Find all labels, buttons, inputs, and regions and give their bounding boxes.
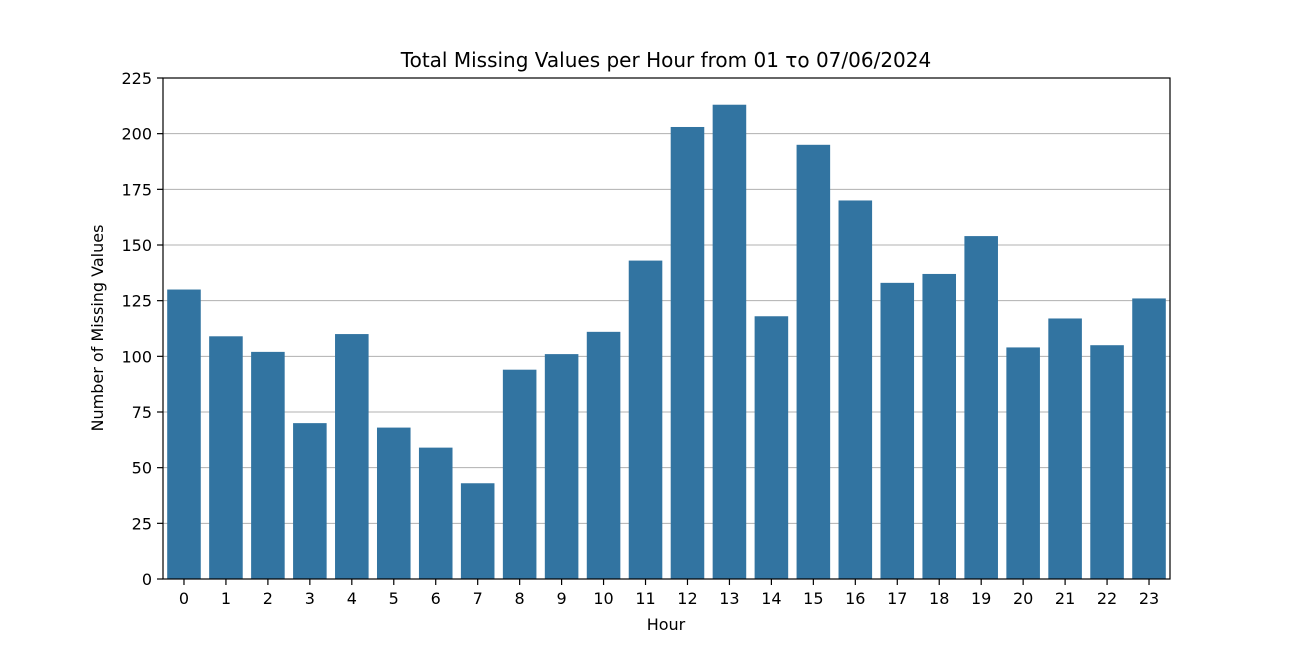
x-tick-label: 10	[593, 589, 613, 608]
x-tick-label: 15	[803, 589, 823, 608]
bar-hour-2	[251, 351, 285, 579]
x-tick-label: 21	[1055, 589, 1075, 608]
x-tick-label: 18	[929, 589, 949, 608]
bar-hour-23	[1132, 298, 1166, 579]
bar-hour-8	[502, 369, 537, 579]
x-tick-label: 7	[473, 589, 483, 608]
bar-hour-9	[544, 354, 579, 579]
y-tick-label: 0	[142, 570, 152, 589]
bar-hour-14	[754, 316, 789, 579]
x-tick-label: 9	[557, 589, 567, 608]
x-axis: 0 1 2 3 4 5 6 7 8 9 10 11 12 13 14 15 16 17 18 19 20 21 22 23	[179, 579, 1159, 608]
y-tick-label: 175	[121, 180, 152, 199]
x-tick-label: 0	[179, 589, 189, 608]
y-axis-label: Number of Missing Values	[88, 225, 107, 432]
x-tick-label: 13	[719, 589, 739, 608]
y-tick-label: 225	[121, 69, 152, 88]
bar-hour-20	[1006, 347, 1040, 579]
bar-hour-5	[376, 427, 411, 579]
x-tick-label: 12	[677, 589, 697, 608]
bar-hour-15	[796, 144, 831, 580]
bar-hour-11	[628, 260, 663, 579]
y-tick-label: 150	[121, 236, 152, 255]
y-tick-label: 25	[132, 514, 152, 533]
x-axis-label: Hour	[647, 615, 686, 634]
x-tick-label: 19	[971, 589, 991, 608]
bars	[167, 104, 1166, 580]
bar-hour-10	[586, 331, 621, 579]
bar-hour-17	[880, 282, 915, 579]
bar-hour-16	[838, 200, 873, 579]
bar-hour-22	[1090, 345, 1124, 579]
x-tick-label: 5	[389, 589, 399, 608]
x-tick-label: 11	[635, 589, 655, 608]
y-tick-label: 125	[121, 292, 152, 311]
x-tick-label: 22	[1097, 589, 1117, 608]
y-tick-label: 75	[132, 403, 152, 422]
bar-hour-21	[1048, 318, 1082, 579]
bar-hour-4	[335, 334, 369, 579]
x-tick-label: 2	[263, 589, 273, 608]
x-tick-label: 23	[1139, 589, 1159, 608]
bar-hour-19	[964, 236, 998, 580]
plot-frame	[162, 77, 1171, 580]
y-tick-label: 200	[121, 125, 152, 144]
x-tick-label: 1	[221, 589, 231, 608]
y-tick-label: 100	[121, 347, 152, 366]
x-tick-label: 4	[347, 589, 357, 608]
y-axis: 0 25 50 75 100 125 150 175 200 225	[121, 69, 163, 589]
x-tick-label: 14	[761, 589, 781, 608]
gridlines	[163, 133, 1170, 524]
chart-title: Total Missing Values per Hour from 01 το…	[400, 48, 931, 72]
x-tick-label: 20	[1013, 589, 1033, 608]
bar-hour-3	[293, 423, 327, 579]
bar-hour-7	[460, 483, 495, 579]
x-tick-label: 6	[431, 589, 441, 608]
x-tick-label: 8	[515, 589, 525, 608]
bar-hour-0	[167, 289, 201, 579]
x-tick-label: 17	[887, 589, 907, 608]
bar-hour-1	[209, 336, 243, 579]
x-tick-label: 3	[305, 589, 315, 608]
bar-hour-6	[418, 447, 453, 579]
bar-hour-18	[922, 273, 957, 579]
y-tick-label: 50	[132, 459, 152, 478]
x-tick-label: 16	[845, 589, 865, 608]
bar-hour-12	[670, 126, 705, 579]
bar-hour-13	[712, 104, 747, 579]
